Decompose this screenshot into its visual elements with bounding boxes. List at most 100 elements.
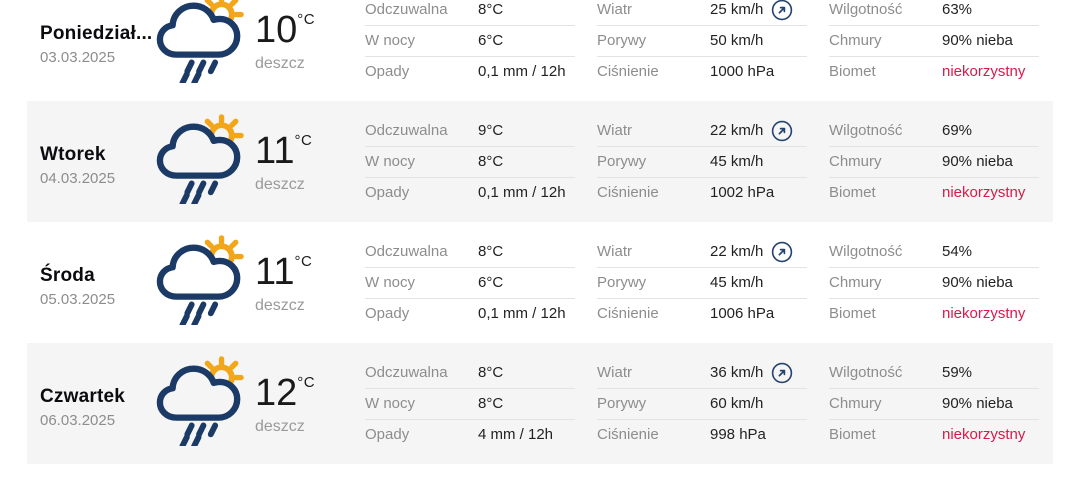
humidity-label: Wilgotność [829,364,903,381]
pressure-row: Ciśnienie 1006 hPa [597,299,807,329]
gusts-value: 60 km/h [710,395,764,412]
precipitation-label: Opady [365,426,410,443]
day-header: Środa 05.03.2025 [27,257,150,308]
detail-column-temperatures: Odczuwalna 8°C W nocy 6°C Opady 0,1 mm /… [365,0,575,87]
wind-direction-icon [771,362,793,384]
temperature-value: 11°C [255,253,365,291]
biomet-value: niekorzystny [942,63,1026,80]
rain-with-sun-icon [152,0,250,88]
clouds-value: 90% nieba [942,274,1013,291]
biomet-label: Biomet [829,305,876,322]
pressure-value: 998 hPa [710,426,766,443]
wind-value: 36 km/h [710,362,793,384]
wind-direction-icon [771,0,793,21]
feels-like-label: Odczuwalna [365,122,448,139]
clouds-row: Chmury 90% nieba [829,147,1039,178]
feels-like-value: 8°C [478,1,504,18]
night-temp-row: W nocy 8°C [365,147,575,178]
gusts-label: Porywy [597,153,647,170]
temperature-number: 11 [255,250,295,293]
temperature-unit: °C [297,373,316,391]
temperature-block: 11°C deszcz [252,130,365,194]
detail-column-wind: Wiatr 22 km/h Porywy 45 km/h [597,116,807,208]
detail-column-atmosphere: Wilgotność 63% Chmury 90% nieba Biomet n… [829,0,1039,87]
night-temp-label: W nocy [365,274,416,291]
humidity-row: Wilgotność 54% [829,237,1039,268]
day-header: Czwartek 06.03.2025 [27,378,150,429]
temperature-number: 12 [255,371,298,414]
wind-speed: 36 km/h [710,364,764,381]
condition-label: deszcz [255,54,305,72]
detail-column-temperatures: Odczuwalna 8°C W nocy 8°C Opady 4 mm / 1… [365,358,575,450]
feels-like-row: Odczuwalna 8°C [365,0,575,26]
rain-with-sun-icon [152,235,250,330]
temperature-unit: °C [294,131,313,149]
gusts-value: 45 km/h [710,274,764,291]
detail-column-wind: Wiatr 22 km/h Porywy 45 km/h [597,237,807,329]
wind-label: Wiatr [597,243,632,260]
day-date: 05.03.2025 [40,291,116,308]
humidity-row: Wilgotność 59% [829,358,1039,389]
precipitation-row: Opady 4 mm / 12h [365,420,575,450]
clouds-value: 90% nieba [942,153,1013,170]
wind-row: Wiatr 25 km/h [597,0,807,26]
precipitation-row: Opady 0,1 mm / 12h [365,178,575,208]
humidity-label: Wilgotność [829,1,903,18]
day-details: Odczuwalna 8°C W nocy 8°C Opady 4 mm / 1… [365,358,1039,450]
gusts-value: 45 km/h [710,153,764,170]
precipitation-value: 4 mm / 12h [478,426,554,443]
biomet-row: Biomet niekorzystny [829,420,1039,450]
wind-row: Wiatr 22 km/h [597,237,807,268]
pressure-value: 1006 hPa [710,305,775,322]
day-date: 04.03.2025 [40,170,116,187]
feels-like-label: Odczuwalna [365,364,448,381]
temperature-unit: °C [294,252,313,270]
feels-like-value: 9°C [478,122,504,139]
clouds-label: Chmury [829,395,882,412]
forecast-day-row[interactable]: Poniedział... 03.03.2025 [27,0,1053,101]
feels-like-row: Odczuwalna 8°C [365,237,575,268]
humidity-value: 54% [942,243,973,260]
temperature-block: 10°C deszcz [252,9,365,73]
condition-label: deszcz [255,175,305,193]
feels-like-value: 8°C [478,243,504,260]
detail-column-temperatures: Odczuwalna 9°C W nocy 8°C Opady 0,1 mm /… [365,116,575,208]
feels-like-label: Odczuwalna [365,1,448,18]
forecast-day-row[interactable]: Wtorek 04.03.2025 [27,101,1053,222]
clouds-row: Chmury 90% nieba [829,389,1039,420]
wind-speed: 22 km/h [710,243,764,260]
wind-label: Wiatr [597,364,632,381]
gusts-row: Porywy 60 km/h [597,389,807,420]
gusts-value: 50 km/h [710,32,764,49]
wind-direction-icon [771,120,793,142]
temperature-block: 11°C deszcz [252,251,365,315]
day-name: Środa [40,265,95,286]
precipitation-row: Opady 0,1 mm / 12h [365,299,575,329]
day-header: Wtorek 04.03.2025 [27,136,150,187]
biomet-value: niekorzystny [942,426,1026,443]
clouds-value: 90% nieba [942,32,1013,49]
wind-label: Wiatr [597,1,632,18]
forecast-day-row[interactable]: Środa 05.03.2025 [27,222,1053,343]
condition-label: deszcz [255,296,305,314]
pressure-label: Ciśnienie [597,305,659,322]
wind-value: 22 km/h [710,120,793,142]
rain-with-sun-icon [152,114,250,209]
gusts-row: Porywy 45 km/h [597,268,807,299]
wind-row: Wiatr 36 km/h [597,358,807,389]
humidity-value: 63% [942,1,973,18]
day-header: Poniedział... 03.03.2025 [27,15,152,66]
detail-column-atmosphere: Wilgotność 54% Chmury 90% nieba Biomet n… [829,237,1039,329]
night-temp-row: W nocy 8°C [365,389,575,420]
biomet-value: niekorzystny [942,305,1026,322]
night-temp-value: 6°C [478,274,504,291]
temperature-value: 12°C [255,374,365,412]
clouds-value: 90% nieba [942,395,1013,412]
pressure-value: 1000 hPa [710,63,775,80]
day-details: Odczuwalna 8°C W nocy 6°C Opady 0,1 mm /… [365,0,1039,87]
precipitation-label: Opady [365,63,410,80]
forecast-day-row[interactable]: Czwartek 06.03.2025 [27,343,1053,464]
biomet-row: Biomet niekorzystny [829,299,1039,329]
humidity-value: 69% [942,122,973,139]
night-temp-value: 8°C [478,153,504,170]
